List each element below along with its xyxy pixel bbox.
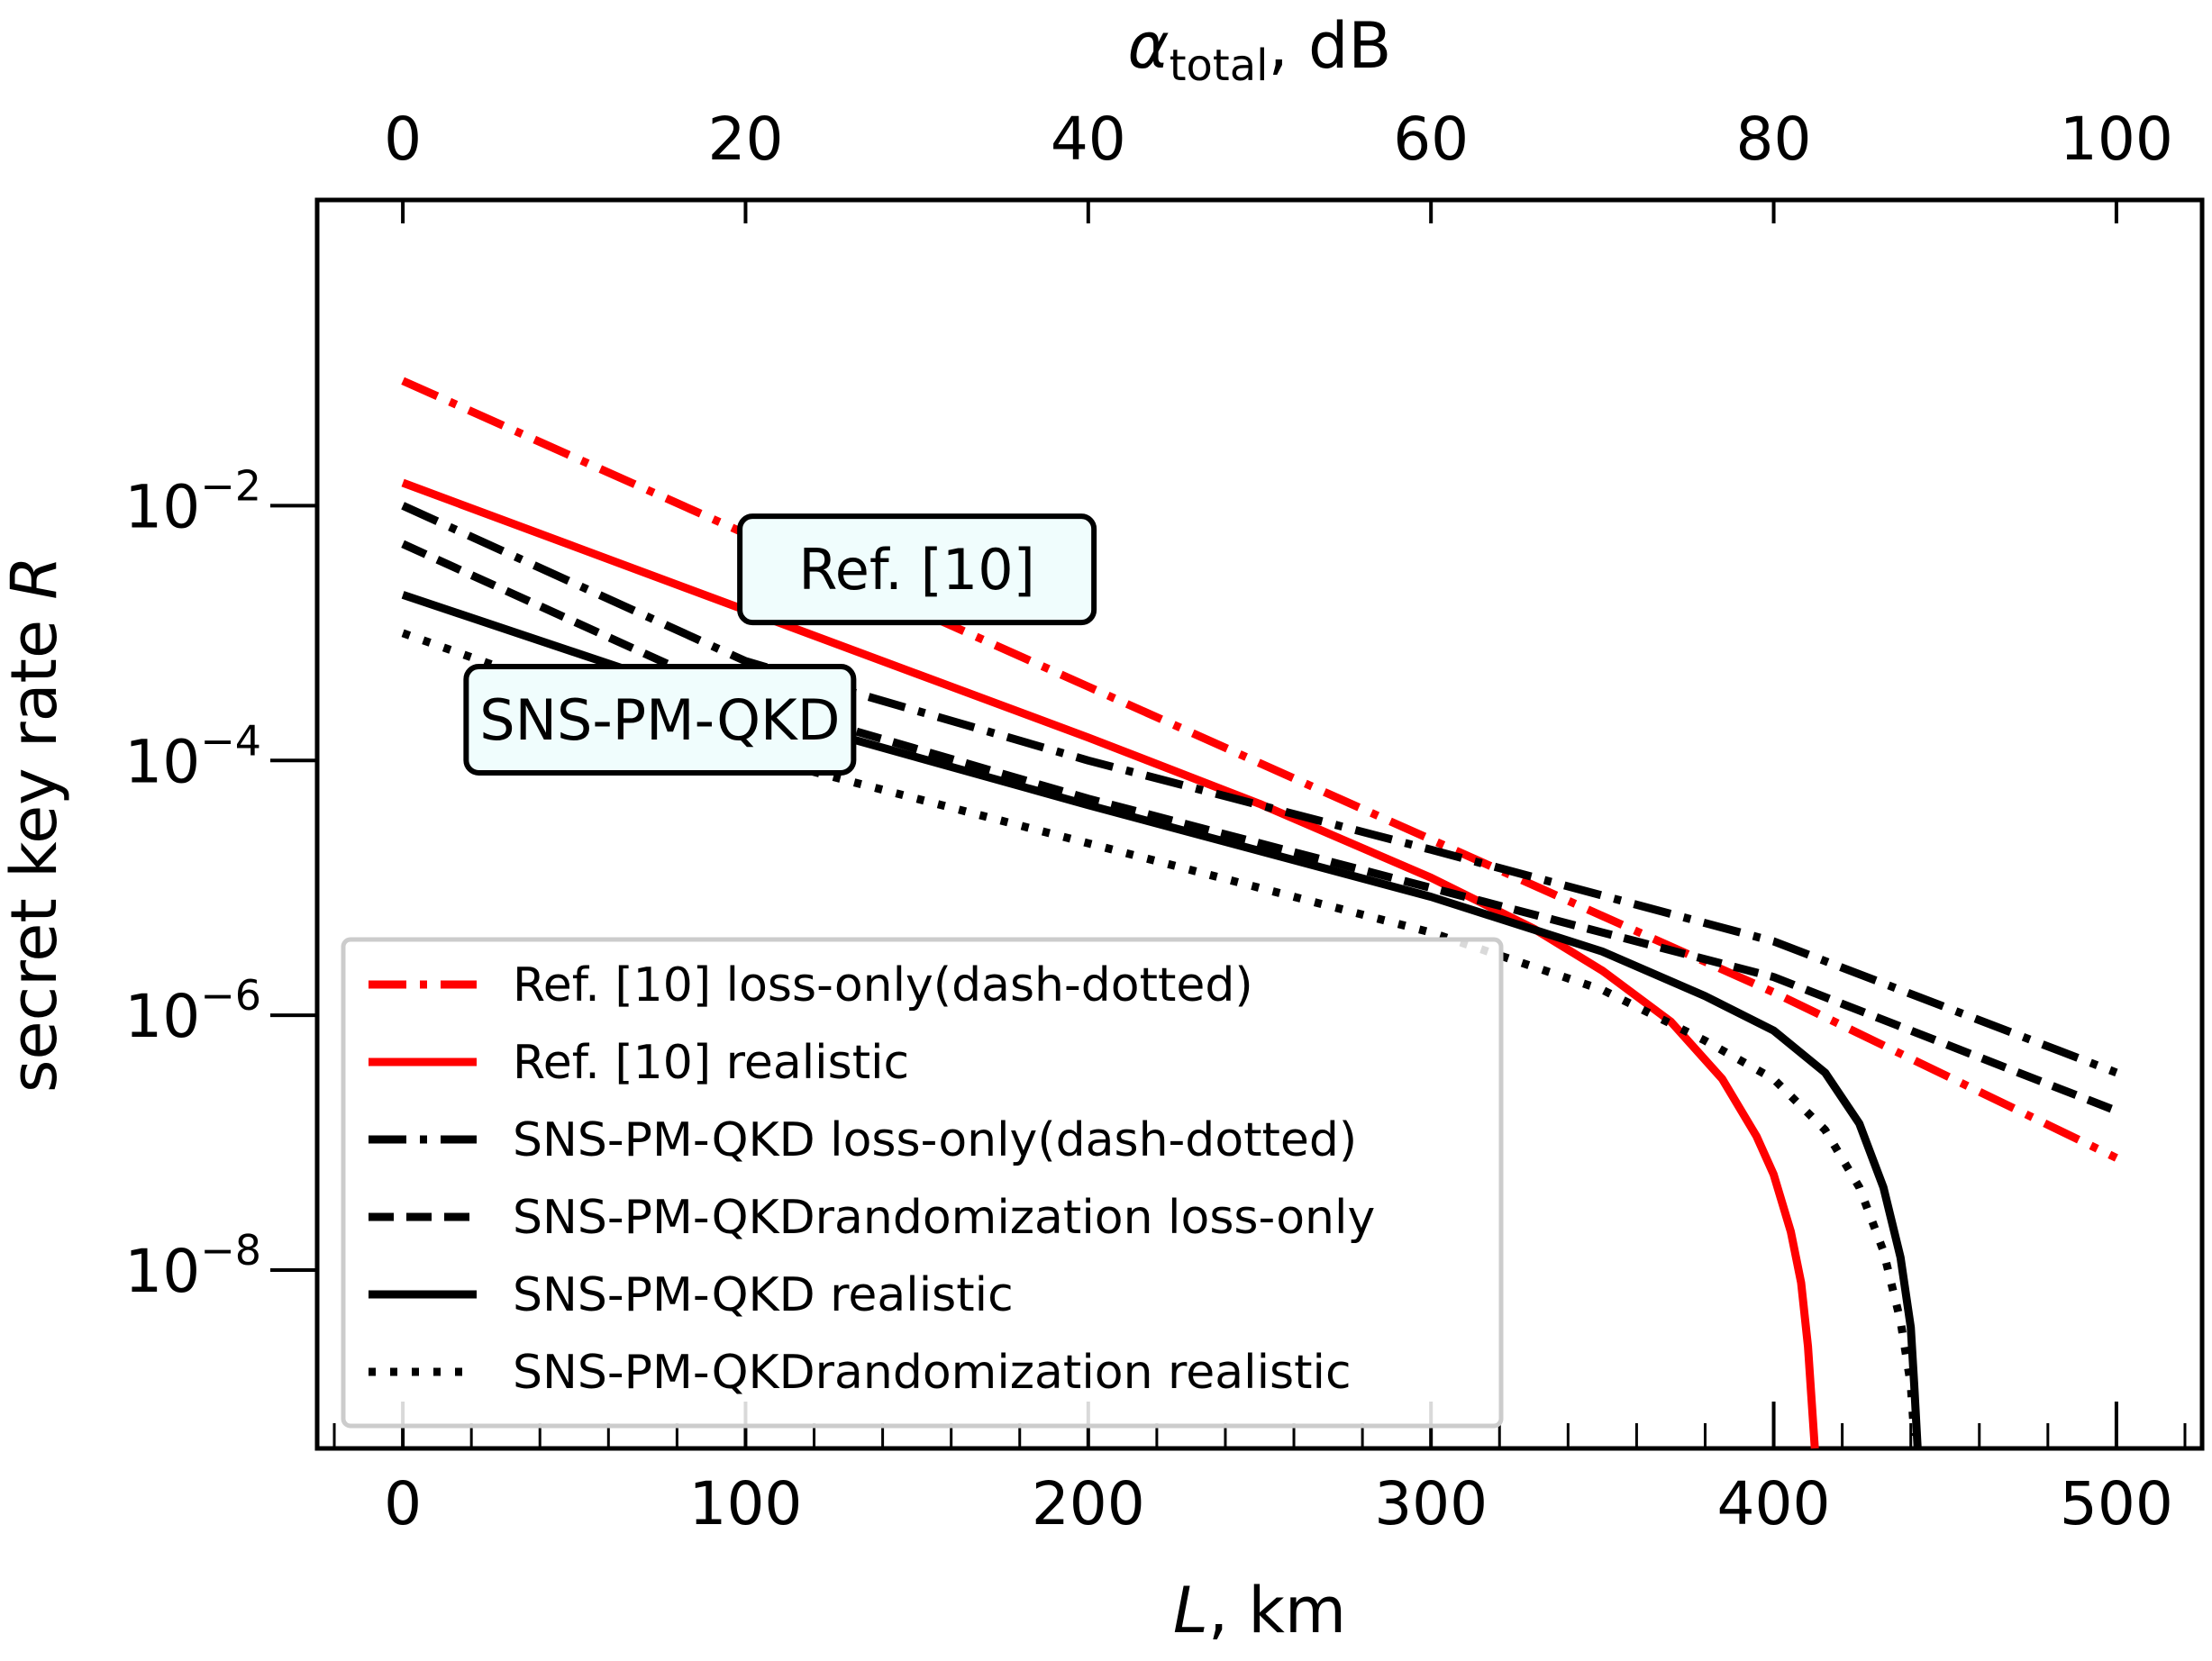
y-tick-label: 10−4 bbox=[124, 716, 261, 796]
top-tick-label: 20 bbox=[707, 104, 783, 174]
legend-label: SNS-PM-QKD realistic bbox=[513, 1268, 1014, 1322]
plot-frame bbox=[314, 197, 2205, 1451]
legend-label: Ref. [10] loss-only(dash-dotted) bbox=[513, 958, 1253, 1012]
top-axis-title: αtotal, dB bbox=[1128, 9, 1392, 91]
annotation-text: Ref. [10] bbox=[798, 537, 1034, 603]
series-line bbox=[401, 478, 1819, 1449]
x-tick-label: 300 bbox=[1374, 1469, 1488, 1538]
annotation-text: SNS-PM-QKD bbox=[479, 687, 840, 753]
annotation-box bbox=[737, 513, 1097, 626]
top-tick-label: 100 bbox=[2060, 104, 2173, 174]
x-tick-label: 500 bbox=[2060, 1469, 2173, 1538]
top-tick-label: 0 bbox=[384, 104, 422, 174]
top-tick-label: 60 bbox=[1393, 104, 1469, 174]
y-tick-label: 10−2 bbox=[124, 461, 261, 541]
legend-label: SNS-PM-QKDrandomization loss-only bbox=[513, 1191, 1375, 1245]
series-line bbox=[401, 591, 1922, 1449]
x-tick-label: 100 bbox=[688, 1469, 802, 1538]
major-ticks: 0 100 200 300 400 500 0 20 40 60 80 100 10−2 10−4 10−6… bbox=[124, 104, 2173, 1538]
x-tick-label: 200 bbox=[1032, 1469, 1145, 1538]
series-line bbox=[401, 629, 1918, 1437]
legend-label: SNS-PM-QKDrandomization realistic bbox=[513, 1346, 1352, 1400]
annotations: Ref. [10] SNS-PM-QKD bbox=[463, 513, 1097, 776]
x-tick-label: 400 bbox=[1717, 1469, 1831, 1538]
y-tick-label: 10−6 bbox=[124, 971, 261, 1051]
legend-box bbox=[341, 937, 1504, 1429]
legend-label: SNS-PM-QKD loss-only(dash-dotted) bbox=[513, 1113, 1357, 1167]
x-tick-label: 0 bbox=[384, 1469, 422, 1538]
top-tick-label: 80 bbox=[1736, 104, 1812, 174]
y-tick-label: 10−8 bbox=[124, 1226, 261, 1306]
y-axis-title: secret key rate R bbox=[0, 556, 71, 1093]
series-line bbox=[401, 502, 2118, 1077]
series-line bbox=[401, 377, 2118, 1162]
legend: Ref. [10] loss-only(dash-dotted) Ref. [10… bbox=[341, 937, 1504, 1429]
x-axis-title: L, km bbox=[1173, 1574, 1346, 1647]
legend-label: Ref. [10] realistic bbox=[513, 1036, 909, 1090]
top-tick-label: 40 bbox=[1051, 104, 1126, 174]
annotation-box bbox=[463, 664, 857, 776]
